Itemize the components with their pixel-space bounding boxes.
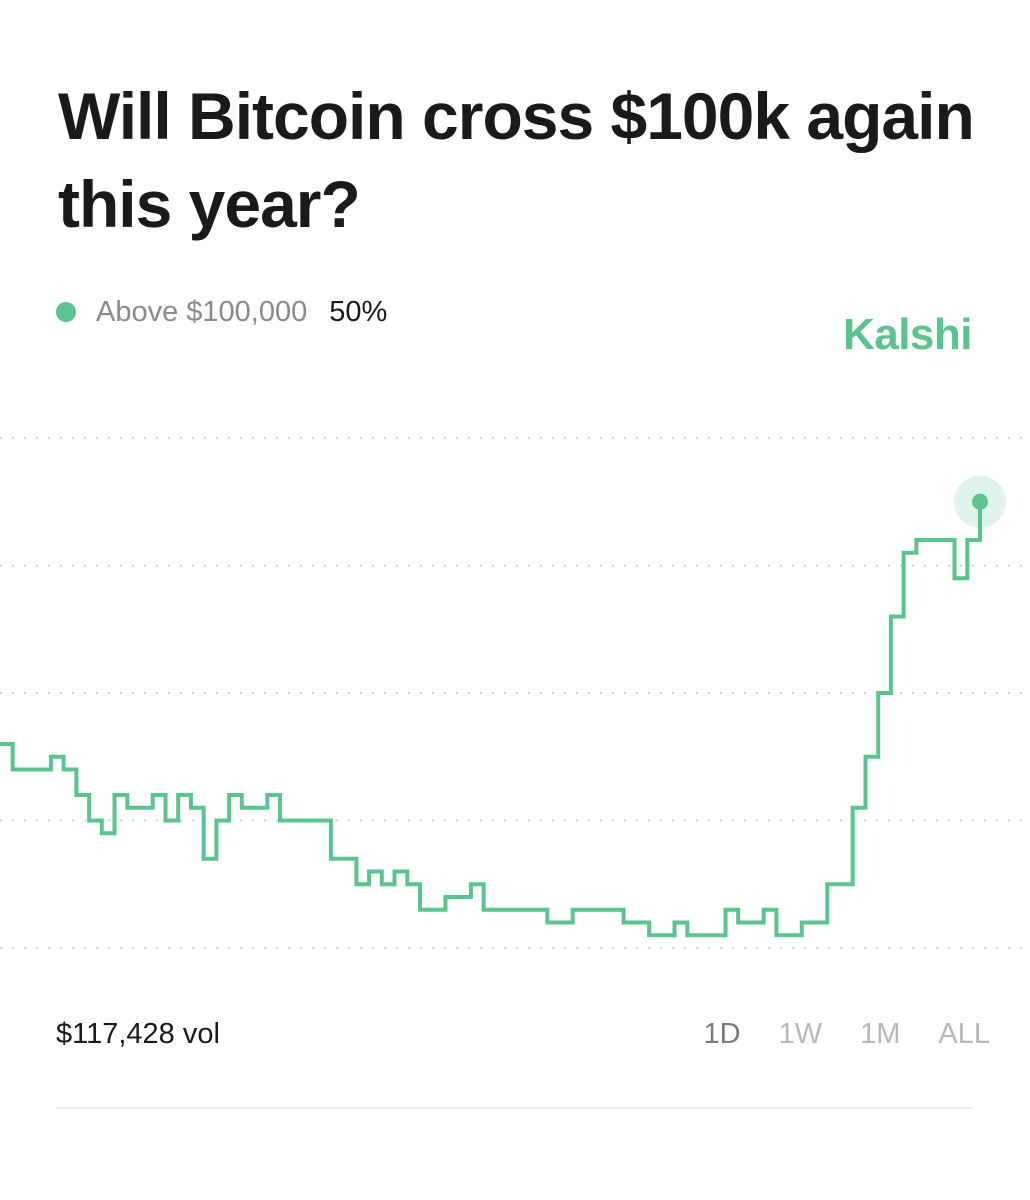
range-all[interactable]: ALL [938,1018,990,1050]
legend-label: Above $100,000 [96,295,308,328]
chart-series-line [0,501,982,938]
range-1w[interactable]: 1W [778,1018,823,1050]
market-title: Will Bitcoin cross $100k again this year… [58,79,975,241]
price-chart [0,437,1030,949]
kalshi-logo: Kalshi [842,310,973,359]
chart-gridlines [0,437,1030,949]
time-range-selector: 1D 1W 1M ALL [704,1018,990,1051]
legend-dot-icon [56,302,76,322]
end-marker-dot [972,493,988,510]
divider [56,1107,973,1109]
volume-text: $117,428 vol [56,1018,220,1050]
legend-value: 50% [329,295,388,328]
range-1d[interactable]: 1D [703,1018,741,1050]
range-1m[interactable]: 1M [860,1018,901,1050]
legend: Above $100,000 50% [56,292,387,332]
